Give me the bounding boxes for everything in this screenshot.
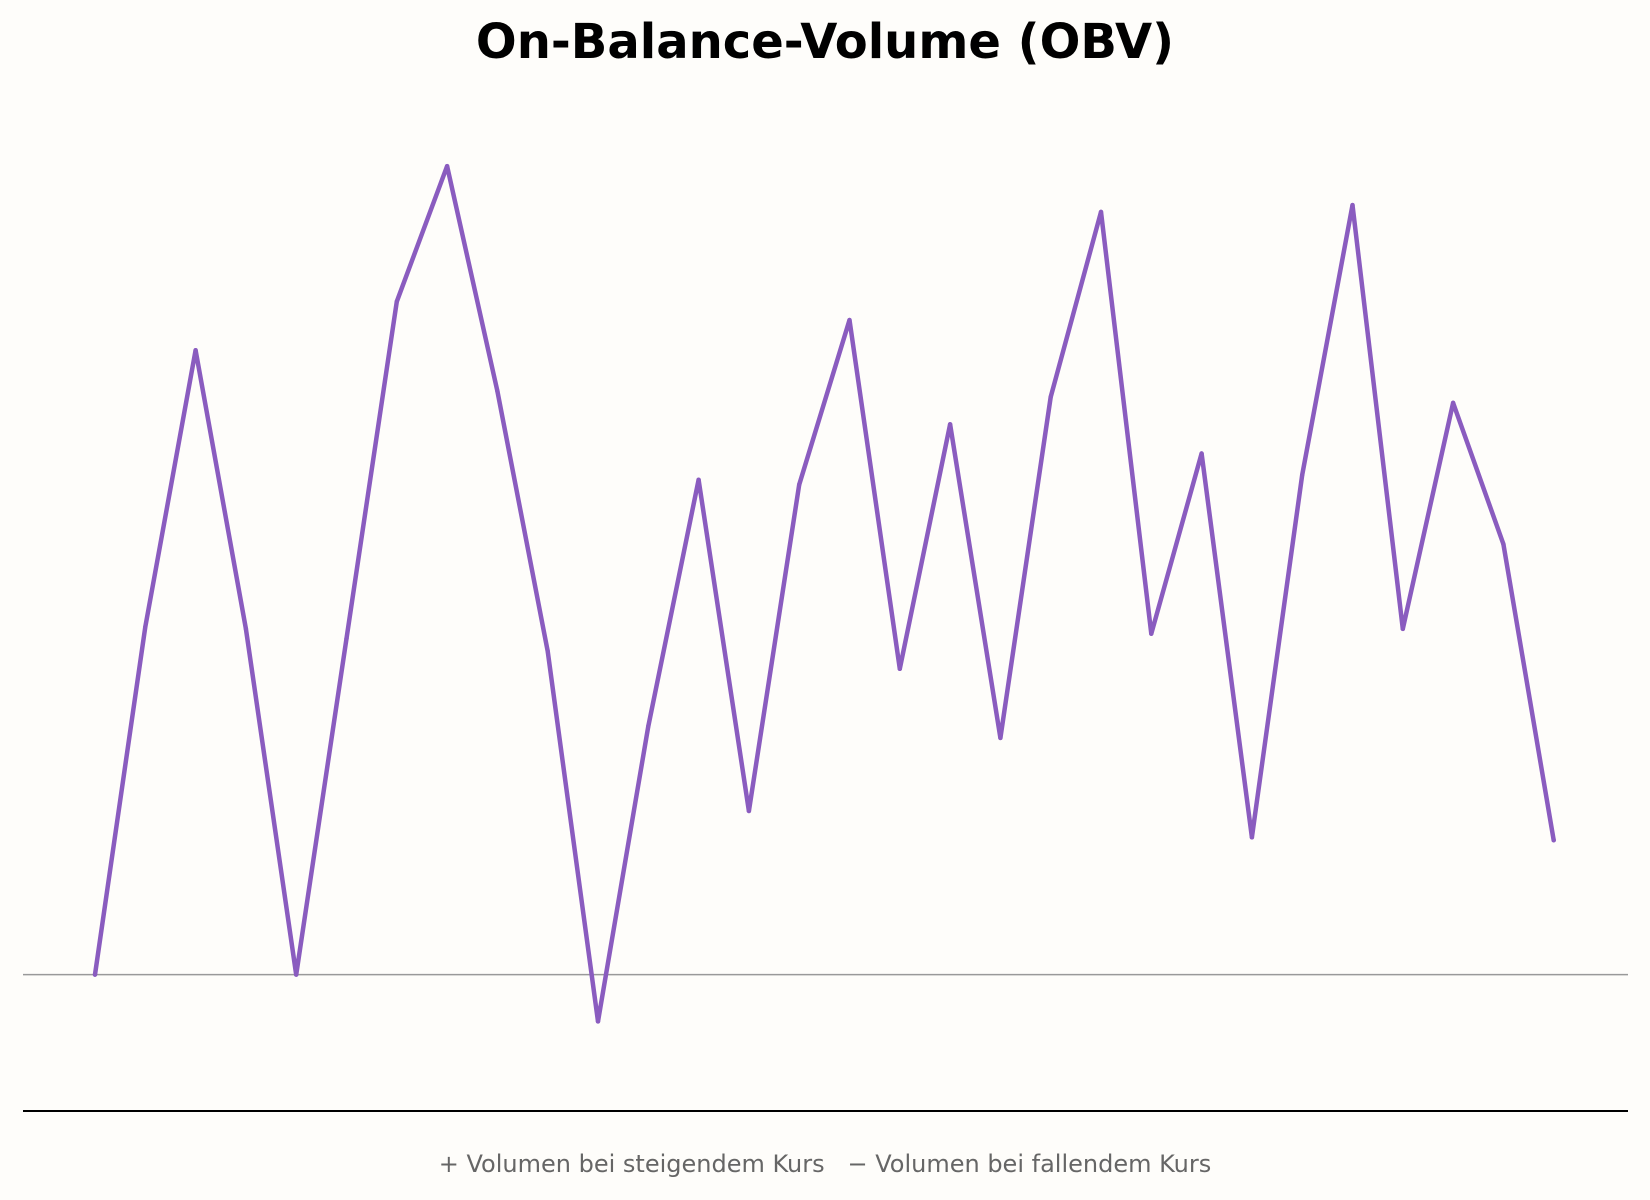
data-point <box>1300 472 1305 478</box>
data-point <box>143 624 148 630</box>
data-point <box>646 724 651 729</box>
legend-caption: + Volumen bei steigendem Kurs − Volumen … <box>438 1150 1212 1178</box>
plot-area <box>23 163 1628 1112</box>
data-point <box>1400 626 1406 632</box>
data-point <box>1501 541 1506 547</box>
data-point <box>1149 631 1154 636</box>
data-point <box>595 1019 601 1024</box>
data-point <box>1551 838 1556 843</box>
data-point <box>897 666 902 671</box>
data-point <box>947 422 953 427</box>
data-point <box>1048 394 1053 400</box>
data-point <box>1450 400 1456 406</box>
data-point <box>344 636 349 641</box>
data-point <box>746 808 752 814</box>
data-point <box>998 735 1003 741</box>
data-point <box>495 388 500 394</box>
chart-title: On-Balance-Volume (OBV) <box>475 14 1175 70</box>
data-point <box>294 972 299 977</box>
data-point <box>1098 209 1104 215</box>
obv-series-line <box>92 163 1556 1024</box>
data-point <box>797 482 802 487</box>
data-point <box>696 477 701 482</box>
data-point <box>545 649 550 654</box>
data-point <box>1249 835 1255 840</box>
data-point <box>847 317 852 323</box>
data-point <box>243 626 249 632</box>
data-point <box>193 348 198 353</box>
data-point <box>444 163 450 169</box>
data-point <box>394 299 399 304</box>
data-point <box>1199 451 1204 456</box>
data-point <box>1350 202 1355 208</box>
data-point <box>92 972 98 977</box>
